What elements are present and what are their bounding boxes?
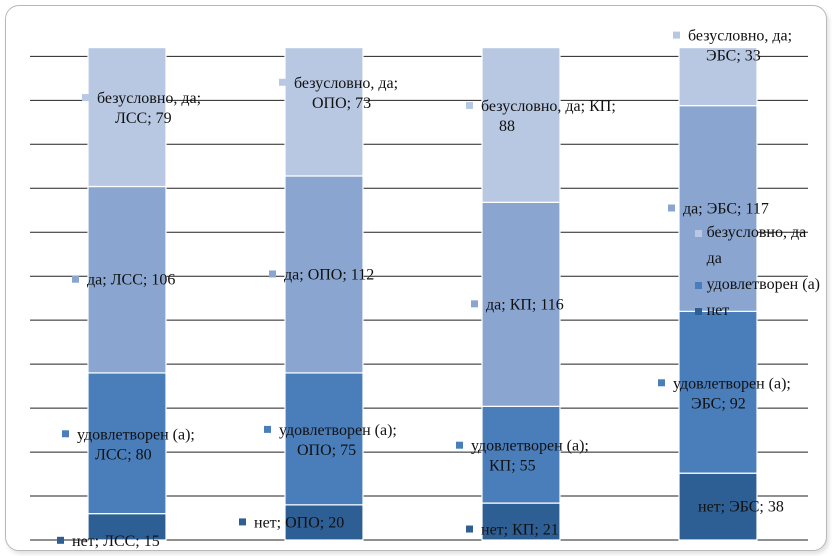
data-label-marker	[57, 536, 64, 544]
data-label: безусловно, да;	[97, 90, 201, 107]
data-label-marker	[239, 518, 246, 526]
data-label: нет; ЭБС; 38	[698, 499, 784, 516]
data-label-marker	[466, 525, 473, 533]
legend-label: удовлетворен (а)	[706, 276, 820, 293]
data-label-marker	[668, 204, 675, 212]
bar-segment	[481, 502, 561, 541]
bar-segment	[678, 310, 758, 474]
chart-legend: безусловно, да да удовлетворен (а) нет	[694, 220, 820, 324]
data-label-marker	[72, 275, 79, 283]
legend-swatch	[694, 255, 702, 263]
legend-item: безусловно, да	[694, 220, 820, 246]
data-label-marker	[466, 101, 473, 109]
legend-item: удовлетворен (а)	[694, 272, 820, 298]
data-label: нет; ОПО; 20	[254, 514, 344, 531]
data-label: да; КП; 116	[486, 296, 564, 313]
data-label: удовлетворен (а);	[471, 438, 589, 455]
legend-label: нет	[706, 302, 730, 319]
bar-segment	[87, 46, 167, 188]
legend-item: да	[694, 246, 820, 272]
bar-segment	[87, 372, 167, 515]
data-label-marker	[658, 379, 665, 387]
data-label: ЭБС; 92	[691, 395, 746, 412]
bar-segment	[481, 46, 561, 203]
legend-swatch	[694, 307, 702, 315]
data-label-marker	[471, 300, 478, 308]
legend-label: да	[706, 250, 722, 267]
data-label: да; ЛСС; 106	[87, 272, 175, 289]
bar-segment	[284, 175, 364, 374]
data-label: КП; 55	[489, 458, 536, 475]
data-label: ЛСС; 79	[115, 110, 172, 127]
data-label: нет; КП; 21	[481, 522, 559, 539]
data-label: ОПО; 73	[312, 95, 371, 112]
data-label: удовлетворен (а);	[77, 426, 195, 443]
data-label-marker	[673, 31, 680, 39]
bar-segment	[284, 372, 364, 506]
data-label-marker	[279, 78, 286, 86]
data-label: 88	[499, 118, 515, 135]
legend-swatch	[694, 229, 702, 237]
data-label: безусловно, да; КП;	[481, 98, 616, 115]
data-label-marker	[264, 425, 271, 433]
data-label-marker	[683, 502, 690, 510]
bar-segment	[678, 46, 758, 107]
data-label-marker	[456, 441, 463, 449]
data-label: да; ЭБС; 117	[683, 201, 769, 218]
legend-label: безусловно, да	[706, 224, 807, 241]
bar-segment	[284, 46, 364, 177]
data-label-marker	[269, 270, 276, 278]
legend-item: нет	[694, 298, 820, 324]
bar-segment	[678, 472, 758, 541]
data-label: нет; ЛСС; 15	[72, 533, 160, 550]
data-label: ОПО; 75	[297, 442, 356, 459]
bar-segment	[284, 504, 364, 541]
bar-segment	[87, 185, 167, 374]
data-label: да; ОПО; 112	[284, 266, 374, 283]
data-label-marker	[82, 94, 89, 102]
data-label: удовлетворен (а);	[279, 422, 397, 439]
data-label-marker	[62, 430, 69, 438]
data-label: безусловно, да;	[294, 75, 398, 92]
data-label: удовлетворен (а);	[673, 375, 791, 392]
data-label: безусловно, да;	[688, 28, 792, 45]
data-label: ЛСС; 80	[95, 446, 152, 463]
data-label: ЭБС; 33	[706, 48, 761, 65]
bar-segment	[481, 405, 561, 504]
bar-segment	[678, 105, 758, 312]
legend-swatch	[694, 281, 702, 289]
